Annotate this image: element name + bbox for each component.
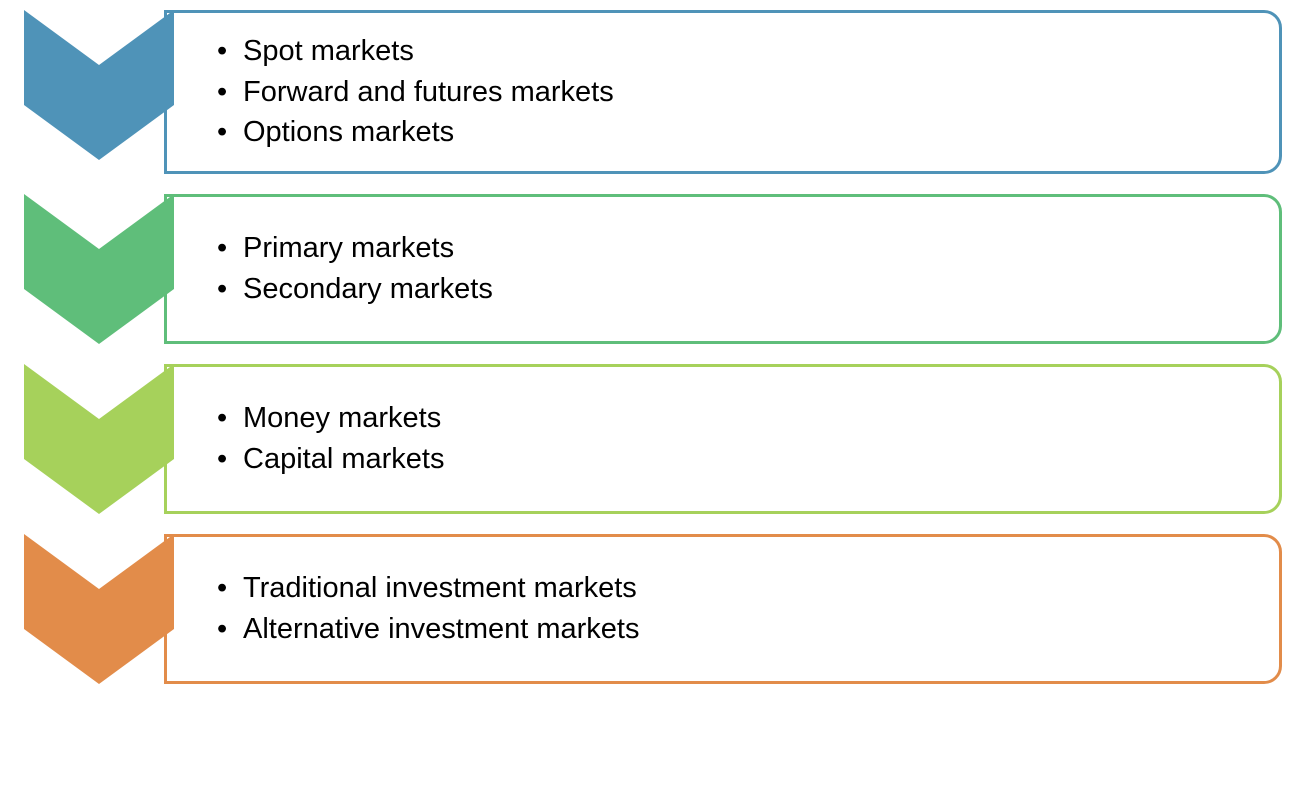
chevron-icon-0 <box>24 10 174 160</box>
list-item: Spot markets <box>217 31 1251 72</box>
chevron-icon-2 <box>24 364 174 514</box>
list-item: Options markets <box>217 112 1251 153</box>
bullet-list-2: Money marketsCapital markets <box>217 398 1251 479</box>
bullet-list-0: Spot marketsForward and futures marketsO… <box>217 31 1251 153</box>
list-item: Alternative investment markets <box>217 609 1251 650</box>
bullet-list-3: Traditional investment marketsAlternativ… <box>217 568 1251 649</box>
chevron-row-2: Money marketsCapital markets <box>24 364 1282 514</box>
content-box-3: Traditional investment marketsAlternativ… <box>164 534 1282 684</box>
content-box-2: Money marketsCapital markets <box>164 364 1282 514</box>
list-item: Secondary markets <box>217 269 1251 310</box>
content-box-1: Primary marketsSecondary markets <box>164 194 1282 344</box>
bullet-list-1: Primary marketsSecondary markets <box>217 228 1251 309</box>
list-item: Capital markets <box>217 439 1251 480</box>
list-item: Traditional investment markets <box>217 568 1251 609</box>
list-item: Primary markets <box>217 228 1251 269</box>
chevron-row-0: Spot marketsForward and futures marketsO… <box>24 10 1282 174</box>
chevron-row-3: Traditional investment marketsAlternativ… <box>24 534 1282 684</box>
chevron-icon-1 <box>24 194 174 344</box>
list-item: Money markets <box>217 398 1251 439</box>
chevron-row-1: Primary marketsSecondary markets <box>24 194 1282 344</box>
chevron-icon-3 <box>24 534 174 684</box>
content-box-0: Spot marketsForward and futures marketsO… <box>164 10 1282 174</box>
list-item: Forward and futures markets <box>217 72 1251 113</box>
